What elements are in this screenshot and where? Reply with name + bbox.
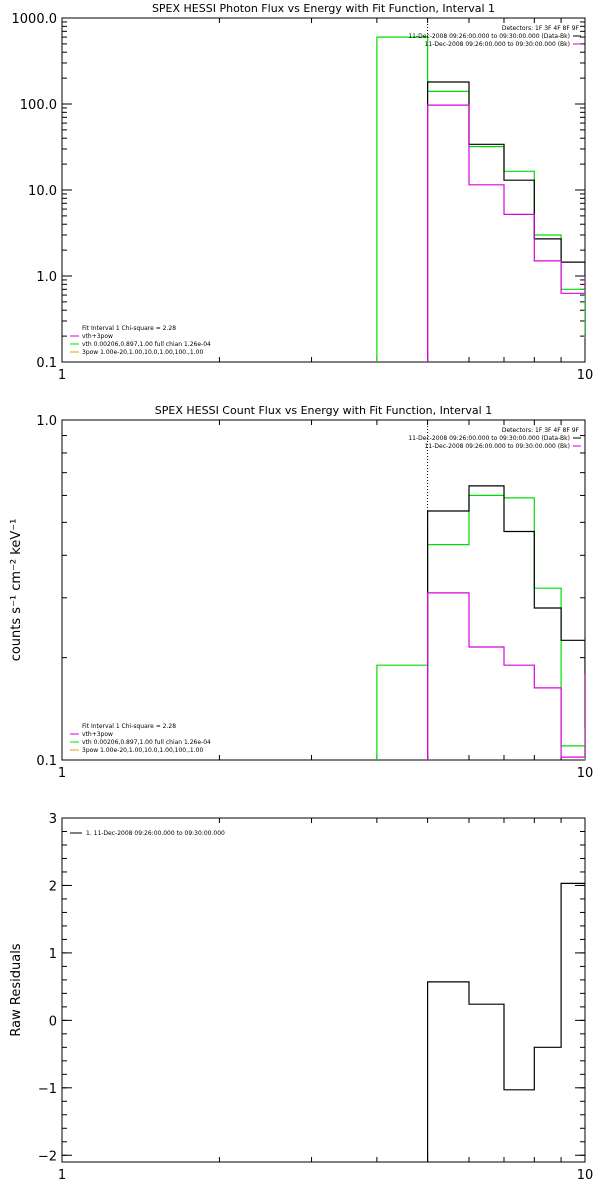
chart-title: SPEX HESSI Count Flux vs Energy with Fit… bbox=[155, 404, 492, 417]
y-tick-label: −2 bbox=[38, 1149, 57, 1164]
plot-frame bbox=[61, 817, 586, 1163]
fit-info-entry: Fit Interval 1 Chi-square = 2.28 bbox=[82, 723, 176, 730]
y-tick-label: 2 bbox=[49, 879, 57, 894]
spectrum-step-series bbox=[427, 485, 585, 760]
y-tick-label: 100.0 bbox=[20, 98, 57, 113]
series-group bbox=[427, 882, 585, 1162]
spectrum-step-series bbox=[427, 81, 585, 362]
plot-frame bbox=[61, 419, 586, 761]
legend-entry: 11-Dec-2008 09:26:00.000 to 09:30:00.000… bbox=[408, 435, 570, 442]
x-tick-label: 1 bbox=[58, 368, 66, 383]
legend-entry: 11-Dec-2008 09:26:00.000 to 09:30:00.000… bbox=[425, 41, 570, 48]
spectrum-step-series bbox=[427, 104, 585, 362]
y-tick-label: 10.0 bbox=[28, 184, 57, 199]
count-flux-panel: SPEX HESSI Count Flux vs Energy with Fit… bbox=[9, 404, 593, 781]
y-tick-label: 3 bbox=[49, 812, 57, 827]
y-tick-label: 1.0 bbox=[36, 270, 57, 285]
fit-info-entry: vth+3pow bbox=[82, 333, 113, 340]
x-tick-label: 10 bbox=[577, 766, 594, 781]
photon-flux-panel: SPEX HESSI Photon Flux vs Energy with Fi… bbox=[12, 2, 594, 383]
legend-entry: 11-Dec-2008 09:26:00.000 to 09:30:00.000… bbox=[425, 443, 570, 450]
fit-info-entry: 3pow 1.00e-20,1.00,10.0,1.00,100.,1.00 bbox=[82, 747, 203, 754]
legend-entry: 1. 11-Dec-2008 09:26:00.000 to 09:30:00.… bbox=[86, 830, 225, 837]
y-tick-label: 0.1 bbox=[36, 754, 57, 769]
x-tick-label: 1 bbox=[58, 1168, 66, 1183]
y-tick-label: 0.1 bbox=[36, 356, 57, 371]
series-group bbox=[376, 36, 585, 362]
y-axis-label: Raw Residuals bbox=[9, 943, 24, 1036]
fit-info-entry: vth+3pow bbox=[82, 731, 113, 738]
y-tick-label: 0 bbox=[49, 1014, 57, 1029]
fit-info-entry: vth 0.00206,0.897,1.00 full chian 1.26e-… bbox=[82, 341, 211, 348]
series-group bbox=[376, 485, 585, 760]
x-tick-label: 10 bbox=[577, 368, 594, 383]
y-tick-label: 1 bbox=[49, 947, 57, 962]
spectrum-step-series bbox=[376, 494, 585, 760]
legend-entry: 11-Dec-2008 09:26:00.000 to 09:30:00.000… bbox=[408, 33, 570, 40]
fit-info-entry: 3pow 1.00e-20,1.00,10.0,1.00,100.,1.00 bbox=[82, 349, 203, 356]
fit-info-entry: vth 0.00206,0.897,1.00 full chian 1.26e-… bbox=[82, 739, 211, 746]
y-tick-label: −1 bbox=[38, 1082, 57, 1097]
y-tick-label: 1000.0 bbox=[12, 12, 58, 27]
spectrum-step-series bbox=[427, 592, 585, 760]
legend-entry: Detectors: 1F 3F 4F 8F 9F bbox=[502, 427, 580, 434]
chart-title: SPEX HESSI Photon Flux vs Energy with Fi… bbox=[152, 2, 495, 15]
y-tick-label: 1.0 bbox=[36, 414, 57, 429]
legend-entry: Detectors: 1F 3F 4F 8F 9F bbox=[502, 25, 580, 32]
fit-info-entry: Fit Interval 1 Chi-square = 2.28 bbox=[82, 325, 176, 332]
x-tick-label: 10 bbox=[577, 1168, 594, 1183]
spectrum-step-series bbox=[427, 882, 585, 1162]
plot-frame bbox=[61, 17, 586, 363]
y-axis-label: counts s⁻¹ cm⁻² keV⁻¹ bbox=[9, 519, 24, 662]
spectrum-step-series bbox=[376, 36, 585, 362]
x-tick-label: 1 bbox=[58, 766, 66, 781]
